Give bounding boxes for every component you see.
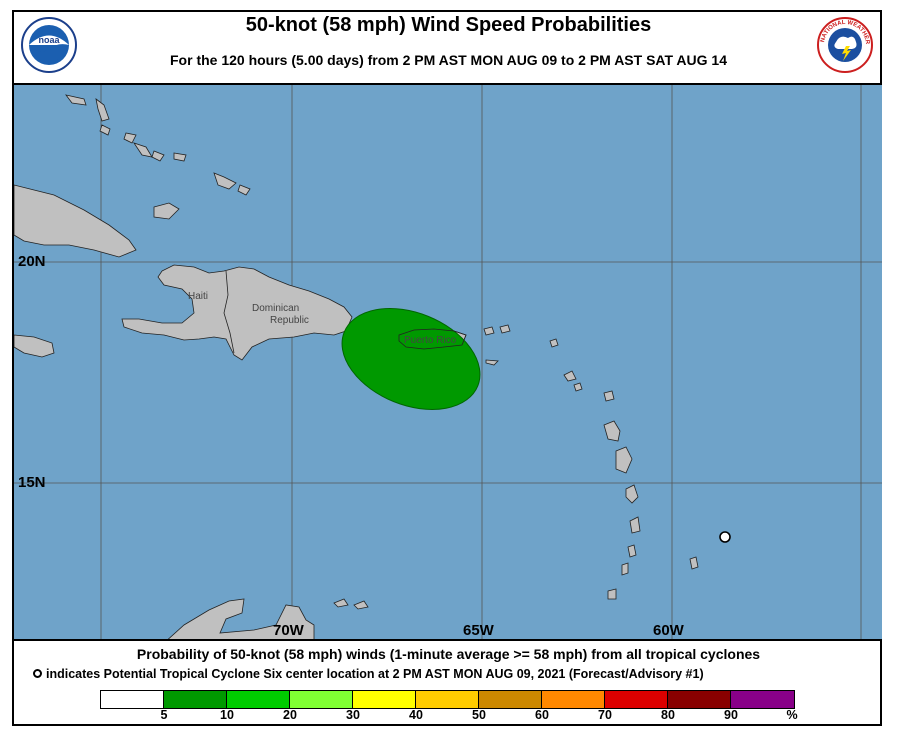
noaa-logo-icon: noaa — [21, 17, 77, 73]
legend-swatch-60-70 — [542, 691, 605, 708]
legend-label-50: 50 — [472, 708, 486, 722]
nws-logo-icon: NATIONAL WEATHER SERVICE — [816, 16, 873, 73]
legend-swatch-0-5 — [101, 691, 164, 708]
legend-swatch-10-20 — [227, 691, 290, 708]
legend-swatch-40-50 — [416, 691, 479, 708]
color-legend — [100, 690, 795, 709]
legend-swatch-50-60 — [479, 691, 542, 708]
probability-area-5-10 — [341, 308, 481, 410]
borders — [223, 270, 235, 354]
storm-center-marker — [719, 531, 731, 543]
chart-title: 50-knot (58 mph) Wind Speed Probabilitie… — [245, 14, 652, 36]
legend-label-percent: % — [786, 708, 798, 722]
legend-swatch-70-80 — [605, 691, 668, 708]
graticule — [14, 85, 882, 639]
legend-label-80: 80 — [661, 708, 675, 722]
storm-marker-icon — [33, 669, 42, 678]
label-dominican: Dominican — [252, 303, 299, 314]
lon-label-70w: 70W — [273, 622, 304, 639]
legend-swatch-5-10 — [164, 691, 227, 708]
label-republic: Republic — [270, 315, 309, 326]
legend-label-20: 20 — [283, 708, 297, 722]
legend-label-10: 10 — [220, 708, 234, 722]
legend-label-70: 70 — [598, 708, 612, 722]
legend-swatch-20-30 — [290, 691, 353, 708]
legend-label-60: 60 — [535, 708, 549, 722]
legend-swatch-80-90 — [668, 691, 731, 708]
svg-text:noaa: noaa — [38, 35, 60, 45]
label-haiti: Haiti — [188, 291, 208, 302]
lat-label-20n: 20N — [18, 253, 46, 270]
legend-label-30: 30 — [346, 708, 360, 722]
lon-label-65w: 65W — [463, 622, 494, 639]
lat-label-15n: 15N — [18, 474, 46, 491]
legend-label-40: 40 — [409, 708, 423, 722]
footer-marker-note: indicates Potential Tropical Cyclone Six… — [46, 667, 704, 681]
map-panel: Haiti Dominican Republic Puerto Rico — [14, 83, 882, 641]
lon-label-60w: 60W — [653, 622, 684, 639]
chart-subtitle: For the 120 hours (5.00 days) from 2 PM … — [170, 52, 727, 68]
legend-swatch-30-40 — [353, 691, 416, 708]
legend-label-90: 90 — [724, 708, 738, 722]
legend-labels: 5 10 20 30 40 50 60 70 80 90 % — [0, 708, 897, 724]
legend-swatch-90-100 — [731, 691, 794, 708]
label-puerto-rico: Puerto Rico — [404, 335, 457, 346]
puerto-rico-outline — [398, 328, 467, 350]
footer-description: Probability of 50-knot (58 mph) winds (1… — [136, 646, 761, 662]
map-svg: Haiti Dominican Republic Puerto Rico — [14, 85, 882, 639]
legend-label-5: 5 — [160, 708, 168, 722]
